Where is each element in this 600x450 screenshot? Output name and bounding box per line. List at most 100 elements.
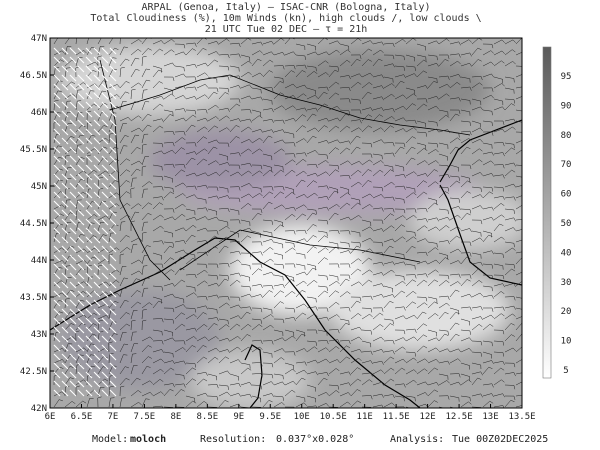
wind-barb: [504, 268, 512, 276]
wind-barb: [163, 175, 173, 179]
wind-barb: [482, 366, 489, 375]
low-cloud-mark: [109, 65, 117, 73]
wind-barb: [130, 49, 139, 56]
wind-barb: [196, 84, 206, 89]
wind-barb: [295, 303, 305, 309]
wind-barb-flag: [58, 157, 63, 159]
wind-barb-flag: [435, 247, 439, 251]
wind-barb-flag: [149, 336, 153, 340]
wind-barb-flag: [392, 340, 395, 345]
low-cloud-mark: [69, 335, 77, 343]
wind-barb-flag: [413, 236, 417, 240]
wind-barb: [119, 68, 122, 78]
low-cloud-mark: [69, 164, 77, 172]
wind-barb: [515, 381, 522, 386]
wind-barb: [141, 245, 148, 254]
low-cloud-mark: [53, 155, 61, 163]
wind-barb-flag: [389, 300, 394, 304]
wind-barb-flag: [268, 400, 273, 403]
low-cloud-mark: [85, 263, 93, 271]
wind-barb-flag: [259, 138, 263, 142]
wind-barb: [449, 273, 459, 276]
wind-barb-flag: [259, 72, 263, 77]
wind-barb-flag: [370, 360, 373, 365]
wind-barb: [405, 146, 412, 155]
wind-barb: [449, 381, 459, 386]
wind-barb-flag: [423, 59, 428, 63]
wind-barb-flag: [477, 47, 482, 51]
wind-barb: [86, 170, 95, 177]
wind-barb-flag: [181, 147, 185, 150]
low-cloud-mark: [77, 326, 85, 334]
wind-barb: [394, 261, 404, 265]
wind-barb-flag: [469, 209, 472, 214]
wind-barb-flag: [501, 214, 505, 218]
wind-barb-flag: [458, 176, 460, 181]
wind-barb-flag: [369, 204, 373, 208]
wind-barb: [317, 171, 327, 177]
wind-barb: [97, 102, 104, 111]
wind-barb: [394, 224, 402, 232]
wind-barb-flag: [413, 127, 417, 131]
low-cloud-mark: [101, 200, 109, 208]
wind-barb-flag: [203, 378, 208, 382]
low-cloud-mark: [77, 353, 85, 361]
low-cloud-mark: [93, 353, 101, 361]
wind-barb-flag: [112, 211, 117, 213]
wind-barb: [218, 302, 227, 309]
wind-barb: [460, 109, 470, 113]
wind-barb: [317, 196, 327, 199]
wind-barb-flag: [502, 106, 505, 111]
wind-barb: [284, 274, 294, 278]
wind-barb: [449, 348, 459, 353]
wind-barb: [361, 295, 371, 298]
wind-barb: [339, 192, 348, 199]
wind-barb: [240, 362, 250, 365]
wind-barb: [152, 270, 161, 276]
wind-barb-flag: [324, 125, 328, 128]
wind-barb-flag: [315, 51, 318, 56]
wind-barb-flag: [260, 129, 263, 133]
low-cloud-mark: [77, 272, 85, 280]
wind-barb: [438, 252, 448, 256]
wind-barb: [284, 214, 293, 221]
wind-barb-flag: [403, 66, 405, 71]
wind-barb-flag: [425, 260, 428, 265]
low-cloud-mark: [61, 281, 69, 289]
wind-barb: [163, 142, 173, 144]
wind-barb-flag: [109, 133, 114, 135]
wind-barb: [284, 70, 292, 78]
wind-barb-flag: [502, 187, 505, 192]
wind-barb: [460, 213, 468, 221]
low-cloud-mark: [85, 182, 93, 190]
low-cloud-mark: [93, 236, 101, 244]
wind-barb-flag: [259, 346, 263, 350]
low-cloud-mark: [53, 272, 61, 280]
wind-barb-flag: [93, 302, 98, 305]
wind-barb: [449, 281, 458, 287]
wind-barb-flag: [61, 204, 65, 208]
wind-barb: [185, 48, 193, 56]
wind-barb: [438, 164, 448, 167]
wind-barb-flag: [480, 341, 483, 346]
wind-barb-flag: [380, 369, 384, 373]
wind-barb: [438, 129, 448, 133]
footer-label: Model:: [92, 434, 128, 445]
wind-barb: [86, 290, 94, 298]
wind-barb: [339, 278, 346, 287]
wind-barb: [339, 113, 346, 122]
wind-barb: [185, 336, 194, 342]
wind-barb: [207, 51, 217, 56]
wind-barb: [185, 234, 193, 243]
wind-barb-flag: [381, 194, 384, 198]
wind-barb-flag: [238, 393, 241, 397]
low-cloud-mark: [69, 245, 77, 253]
low-cloud-mark: [101, 74, 109, 82]
wind-barb-flag: [191, 124, 196, 127]
wind-barb: [405, 328, 415, 331]
wind-barb: [438, 373, 448, 377]
wind-barb-flag: [161, 286, 163, 291]
wind-barb: [284, 95, 294, 100]
wind-barb-flag: [169, 114, 174, 117]
wind-barb: [284, 317, 294, 320]
